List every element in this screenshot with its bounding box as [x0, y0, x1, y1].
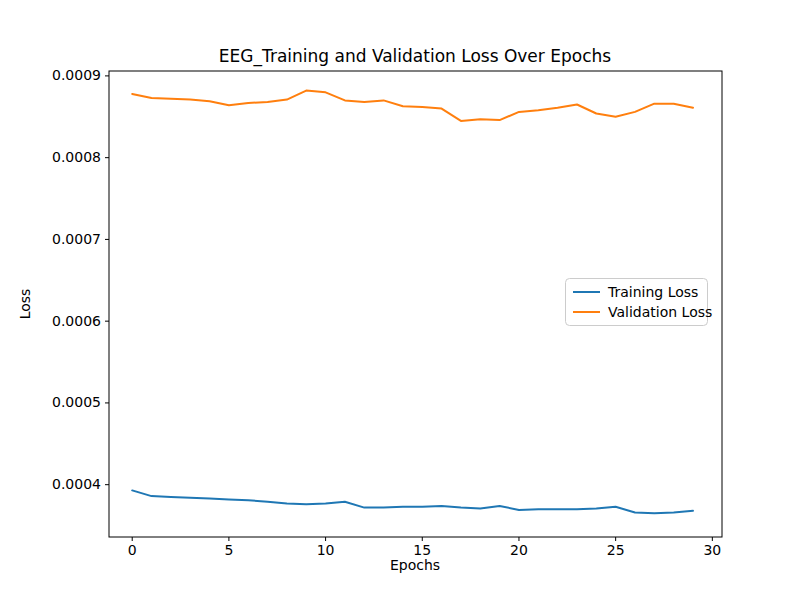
training-loss-line	[132, 490, 693, 513]
x-tick-label: 25	[607, 542, 625, 558]
x-tick-label: 20	[510, 542, 528, 558]
legend: Training Loss Validation Loss	[566, 279, 713, 326]
loss-chart: EEG_Training and Validation Loss Over Ep…	[0, 0, 800, 600]
chart-title: EEG_Training and Validation Loss Over Ep…	[219, 46, 611, 67]
matplotlib-figure: EEG_Training and Validation Loss Over Ep…	[0, 0, 800, 600]
y-tick-label: 0.0006	[52, 313, 101, 329]
y-tick-label: 0.0009	[52, 67, 101, 83]
x-tick-label: 30	[703, 542, 721, 558]
y-axis-label: Loss	[17, 289, 33, 320]
y-tick-label: 0.0005	[52, 394, 101, 410]
x-tick-label: 15	[413, 542, 431, 558]
y-tick-label: 0.0008	[52, 149, 101, 165]
x-tick-label: 5	[224, 542, 233, 558]
validation-loss-line	[132, 91, 693, 121]
x-tick-label: 0	[128, 542, 137, 558]
y-tick-label: 0.0007	[52, 231, 101, 247]
x-axis-label: Epochs	[390, 557, 440, 573]
x-tick-label: 10	[317, 542, 335, 558]
legend-label-validation: Validation Loss	[608, 304, 712, 320]
y-tick-label: 0.0004	[52, 476, 101, 492]
legend-label-training: Training Loss	[607, 284, 698, 300]
